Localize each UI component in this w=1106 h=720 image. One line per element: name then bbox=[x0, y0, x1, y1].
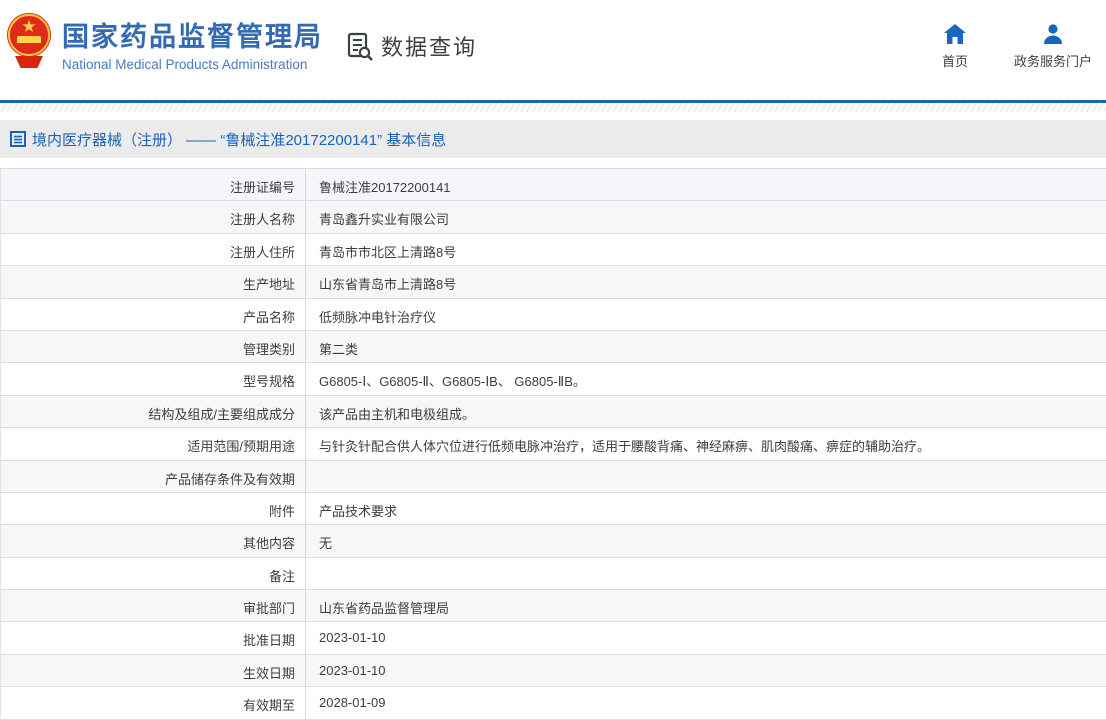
table-row: 附件 产品技术要求 bbox=[1, 492, 1106, 526]
form-icon bbox=[10, 131, 26, 147]
field-label: 有效期至 bbox=[1, 687, 306, 719]
field-value: 无 bbox=[319, 536, 333, 552]
registration-info-table: 注册证编号 鲁械注准20172200141 注册人名称 青岛鑫升实业有限公司 注册人住所… bbox=[0, 168, 1106, 720]
table-row: 型号规格 G6805-Ⅰ、G6805-Ⅱ、G6805-ⅠB、 G6805-ⅡB。 bbox=[1, 363, 1106, 396]
table-row: 备注 bbox=[1, 557, 1106, 591]
user-icon bbox=[1042, 24, 1064, 44]
field-label: 产品名称 bbox=[1, 298, 306, 330]
table-row: 管理类别 第二类 bbox=[1, 330, 1106, 364]
hatch-strip bbox=[0, 103, 1106, 112]
field-label: 生产地址 bbox=[1, 266, 306, 298]
field-value: 青岛市市北区上清路8号 bbox=[319, 244, 457, 260]
home-icon bbox=[943, 24, 966, 44]
table-row: 注册人住所 青岛市市北区上清路8号 bbox=[1, 233, 1106, 267]
field-value: 山东省青岛市上清路8号 bbox=[319, 277, 457, 293]
field-label: 适用范围/预期用途 bbox=[1, 428, 306, 460]
field-label: 审批部门 bbox=[1, 590, 306, 622]
site-title-zh: 国家药品监督管理局 bbox=[62, 21, 323, 52]
field-value: G6805-Ⅰ、G6805-Ⅱ、G6805-ⅠB、 G6805-ⅡB。 bbox=[319, 374, 586, 390]
data-query-link[interactable]: 数据查询 bbox=[345, 30, 477, 62]
table-row: 生产地址 山东省青岛市上清路8号 bbox=[1, 266, 1106, 299]
data-query-label: 数据查询 bbox=[381, 35, 478, 60]
field-label: 注册人名称 bbox=[1, 201, 306, 233]
field-value bbox=[306, 461, 1106, 492]
field-value: 与针灸针配合供人体穴位进行低频电脉冲治疗，适用于腰酸背痛、神经麻痹、肌肉酸痛、痹… bbox=[319, 439, 931, 455]
table-row: 审批部门 山东省药品监督管理局 bbox=[1, 590, 1106, 623]
field-label: 生效日期 bbox=[1, 654, 306, 687]
table-row: 产品储存条件及有效期 bbox=[1, 460, 1106, 493]
field-value: 2023-01-10 bbox=[319, 630, 386, 646]
field-value bbox=[306, 558, 1106, 589]
nav-home[interactable]: 首页 bbox=[942, 24, 968, 70]
field-value: 产品技术要求 bbox=[319, 503, 398, 519]
table-row: 适用范围/预期用途 与针灸针配合供人体穴位进行低频电脉冲治疗，适用于腰酸背痛、神经… bbox=[1, 428, 1106, 461]
nav-home-label: 首页 bbox=[941, 54, 968, 69]
field-label: 批准日期 bbox=[1, 622, 306, 654]
table-row: 注册证编号 鲁械注准20172200141 bbox=[1, 169, 1106, 202]
field-label: 注册人住所 bbox=[1, 233, 306, 266]
field-value: 山东省药品监督管理局 bbox=[319, 601, 450, 617]
field-label: 备注 bbox=[1, 557, 306, 590]
field-value: 2023-01-10 bbox=[319, 662, 386, 678]
site-header: ★ 国家药品监督管理局 National Medical Products Ad… bbox=[0, 0, 1106, 100]
field-value: 低频脉冲电针治疗仪 bbox=[319, 309, 437, 325]
field-label: 型号规格 bbox=[1, 363, 306, 395]
field-label: 产品储存条件及有效期 bbox=[1, 460, 306, 492]
header-divider bbox=[0, 100, 1106, 103]
field-label: 管理类别 bbox=[1, 330, 306, 363]
national-emblem-icon: ★ bbox=[8, 12, 50, 74]
table-row: 其他内容无 bbox=[1, 525, 1106, 558]
field-value: 2028-01-09 bbox=[319, 695, 386, 711]
nmpa-logo[interactable]: ★ 国家药品监督管理局 National Medical Products Ad… bbox=[8, 12, 323, 74]
document-search-icon bbox=[345, 31, 375, 61]
table-row: 有效期至 2028-01-09 bbox=[1, 687, 1106, 720]
top-nav: 首页 政务服务门户 bbox=[942, 24, 1092, 70]
field-label: 附件 bbox=[1, 492, 306, 525]
page-title: 境内医疗器械（注册） —— “鲁械注准20172200141” 基本信息 bbox=[32, 131, 447, 149]
field-value: 第二类 bbox=[319, 341, 359, 357]
field-value: 该产品由主机和电极组成。 bbox=[319, 406, 476, 422]
table-row: 批准日期 2023-01-10 bbox=[1, 622, 1106, 655]
field-label: 结构及组成/主要组成成分 bbox=[1, 395, 306, 428]
field-label: 其他内容 bbox=[1, 525, 306, 557]
nav-gov-portal[interactable]: 政务服务门户 bbox=[1014, 24, 1092, 70]
page-title-bar: 境内医疗器械（注册） —— “鲁械注准20172200141” 基本信息 bbox=[0, 120, 1106, 158]
field-value: 青岛鑫升实业有限公司 bbox=[319, 212, 450, 228]
nav-gov-portal-label: 政务服务门户 bbox=[1013, 54, 1092, 69]
table-row: 结构及组成/主要组成成分 该产品由主机和电极组成。 bbox=[1, 395, 1106, 429]
site-title-en: National Medical Products Administration bbox=[62, 56, 308, 72]
table-row: 生效日期 2023-01-10 bbox=[1, 654, 1106, 688]
field-label: 注册证编号 bbox=[1, 169, 306, 201]
table-row: 产品名称 低频脉冲电针治疗仪 bbox=[1, 298, 1106, 331]
field-value: 鲁械注准20172200141 bbox=[319, 180, 451, 195]
table-row: 注册人名称 青岛鑫升实业有限公司 bbox=[1, 201, 1106, 234]
